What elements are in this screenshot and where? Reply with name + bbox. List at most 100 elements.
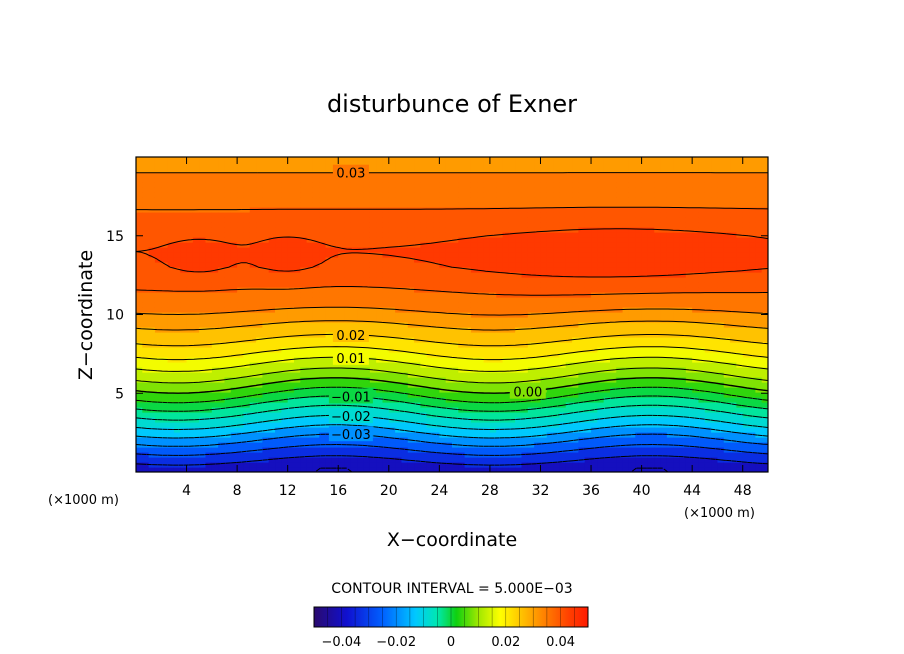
field-cell — [470, 382, 478, 388]
field-cell — [458, 332, 466, 338]
field-cell — [572, 412, 579, 418]
field-cell — [154, 287, 162, 293]
field-cell — [382, 297, 390, 303]
field-cell — [306, 337, 314, 343]
field-cell — [445, 407, 453, 413]
field-cell — [331, 212, 339, 218]
field-cell — [306, 387, 314, 393]
field-cell — [502, 302, 510, 308]
field-cell — [312, 447, 320, 453]
field-cell — [540, 337, 548, 343]
field-cell — [597, 287, 605, 293]
field-cell — [344, 257, 352, 263]
field-cell — [262, 402, 270, 408]
field-cell — [565, 282, 573, 288]
field-cell — [565, 307, 573, 313]
field-cell — [300, 212, 308, 218]
field-cell — [180, 242, 188, 248]
field-cell — [591, 397, 598, 403]
field-cell — [237, 452, 245, 458]
field-cell — [382, 462, 390, 468]
field-cell — [414, 367, 421, 373]
field-cell — [199, 467, 207, 472]
field-cell — [312, 267, 320, 273]
field-cell — [268, 317, 276, 323]
field-cell — [591, 342, 598, 348]
field-cell — [300, 257, 308, 263]
field-cell — [597, 317, 605, 323]
field-cell — [534, 207, 542, 213]
field-cell — [553, 457, 561, 463]
field-cell — [464, 237, 472, 243]
field-cell — [515, 367, 523, 373]
field-cell — [306, 247, 314, 253]
field-cell — [426, 432, 434, 438]
field-cell — [281, 342, 289, 348]
field-cell — [350, 237, 358, 243]
field-cell — [508, 352, 516, 358]
field-cell — [553, 167, 561, 173]
field-cell — [294, 282, 301, 288]
field-cell — [597, 372, 605, 378]
field-cell — [591, 332, 598, 338]
field-cell — [294, 277, 301, 283]
field-cell — [414, 387, 421, 393]
field-cell — [388, 157, 396, 163]
field-cell — [211, 297, 219, 303]
field-cell — [186, 322, 194, 328]
field-cell — [218, 287, 226, 293]
field-cell — [610, 462, 617, 468]
field-cell — [483, 162, 491, 168]
field-cell — [281, 232, 289, 238]
field-cell — [426, 242, 434, 248]
field-cell — [540, 452, 548, 458]
field-cell — [414, 432, 421, 438]
field-cell — [167, 342, 175, 348]
field-cell — [294, 157, 301, 163]
field-cell — [344, 382, 352, 388]
field-cell — [369, 467, 377, 472]
field-cell — [199, 292, 207, 298]
field-cell — [256, 172, 263, 178]
field-cell — [249, 367, 257, 373]
field-cell — [161, 167, 169, 173]
field-cell — [597, 362, 605, 368]
field-cell — [546, 287, 554, 293]
field-cell — [464, 232, 472, 238]
field-cell — [572, 467, 579, 472]
field-cell — [452, 207, 459, 213]
field-cell — [628, 372, 636, 378]
field-cell — [218, 307, 226, 313]
field-cell — [173, 432, 181, 438]
field-cell — [275, 327, 282, 333]
field-cell — [230, 387, 238, 393]
field-cell — [439, 162, 447, 168]
field-cell — [578, 337, 586, 343]
field-cell — [502, 167, 510, 173]
field-cell — [591, 217, 598, 223]
field-cell — [357, 457, 365, 463]
field-cell — [433, 257, 440, 263]
field-cell — [553, 377, 561, 383]
field-cell — [180, 337, 188, 343]
field-cell — [546, 217, 554, 223]
field-cell — [445, 317, 453, 323]
field-cell — [540, 277, 548, 283]
field-cell — [420, 252, 428, 258]
field-cell — [635, 447, 643, 453]
field-cell — [148, 227, 156, 233]
field-cell — [622, 312, 630, 318]
field-cell — [515, 212, 523, 218]
field-cell — [483, 322, 491, 328]
field-cell — [161, 332, 169, 338]
field-cell — [357, 157, 365, 163]
field-cell — [540, 312, 548, 318]
field-cell — [401, 357, 409, 363]
field-cell — [477, 177, 485, 183]
field-cell — [502, 262, 510, 268]
field-cell — [237, 202, 245, 208]
field-cell — [591, 447, 598, 453]
field-cell — [186, 202, 194, 208]
field-cell — [224, 407, 232, 413]
field-cell — [300, 267, 308, 273]
